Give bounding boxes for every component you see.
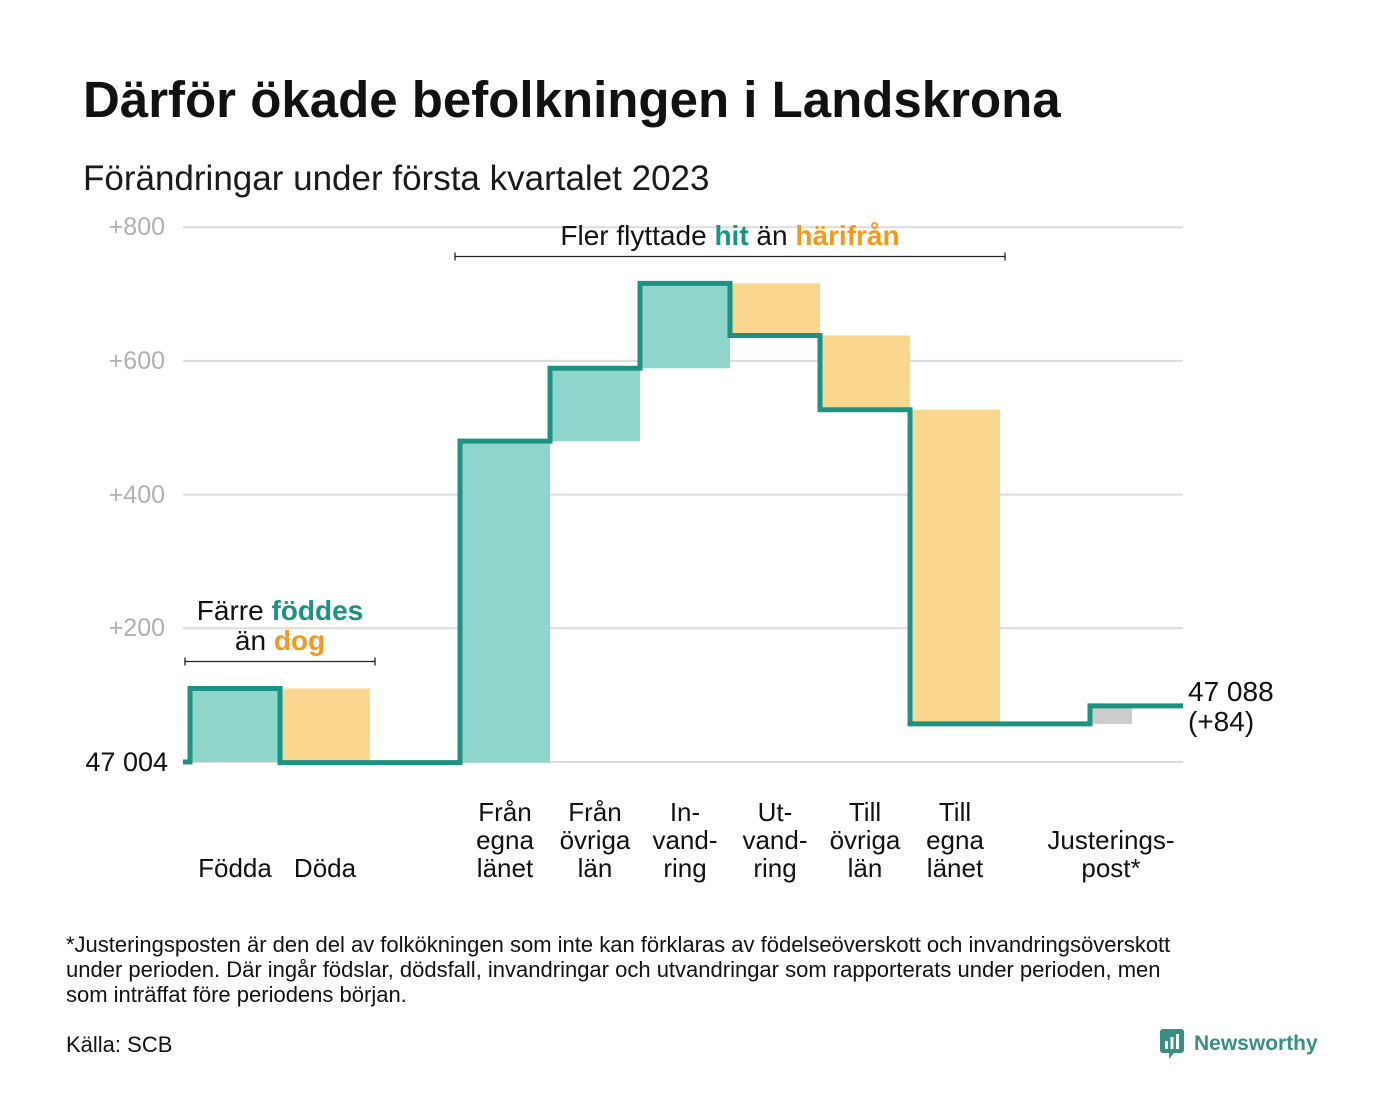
- chart-subtitle: Förändringar under första kvartalet 2023: [83, 159, 710, 198]
- waterfall-bar-1: [190, 688, 280, 762]
- annotation-text: Färre föddes än dog: [60, 594, 500, 656]
- x-category-label-line: Justerings-: [1047, 825, 1175, 855]
- x-category-label: Till övriga län: [785, 798, 945, 882]
- x-category-label-line: ring: [753, 853, 797, 883]
- annotation-highlight: hit: [714, 219, 749, 251]
- x-category-label: Ut-vand-ring: [695, 798, 855, 882]
- y-tick-label: +600: [108, 346, 165, 375]
- x-category-label-line: länet: [476, 853, 534, 883]
- newsworthy-logo-icon: [1160, 1029, 1184, 1059]
- x-category-label-line: övriga: [829, 825, 901, 855]
- x-category-label-line: Från: [568, 797, 622, 827]
- end-value-label: 47 088 (+84): [1188, 675, 1274, 737]
- x-category-label: Från övriga län: [515, 798, 675, 882]
- waterfall-bar-7: [820, 335, 910, 410]
- x-category-label-line: Från: [478, 797, 532, 827]
- x-category-label-line: övriga: [559, 825, 631, 855]
- x-category-label-line: In-: [669, 797, 701, 827]
- annotation-line: Färre föddes: [60, 594, 500, 626]
- y-tick-label: +800: [108, 213, 165, 242]
- x-category-label-line: län: [847, 853, 883, 883]
- x-category-label-line: vand-: [652, 825, 718, 855]
- x-category-label-line: Ut-: [757, 797, 793, 827]
- waterfall-bar-3: [460, 441, 550, 763]
- x-category-label-line: ring: [663, 853, 707, 883]
- x-category-label-line: vand-: [742, 825, 808, 855]
- cumulative-step-line: [183, 280, 1183, 766]
- waterfall-bar-8: [910, 409, 1000, 724]
- newsworthy-logo-text: Newsworthy: [1194, 1032, 1318, 1055]
- baseline-value-label: 47 004: [85, 747, 168, 777]
- footnote-line: under perioden. Där ingår födslar, dödsf…: [66, 957, 1161, 982]
- y-tick-label: +200: [108, 614, 165, 643]
- annotation-line: Fler flyttade hit än härifrån: [510, 219, 950, 251]
- x-category-label: Justerings-post*: [1031, 826, 1191, 882]
- annotation-line: än dog: [60, 624, 500, 656]
- annotation-bracket: [184, 657, 376, 666]
- footnote-line: *Justeringsposten är den del av folkökni…: [66, 932, 1171, 957]
- x-category-label: Döda: [245, 854, 405, 882]
- annotation-highlight: föddes: [271, 594, 364, 626]
- x-category-label-line: Döda: [293, 853, 357, 883]
- x-category-label: Från egna länet: [425, 798, 585, 882]
- annotation-segment: än: [748, 219, 796, 251]
- x-category-label-line: egna: [476, 825, 534, 855]
- x-category-label-line: Till: [848, 797, 882, 827]
- end-total-label: 47 088: [1188, 675, 1274, 707]
- waterfall-bar-5: [640, 283, 730, 369]
- x-category-label: Födda: [155, 854, 315, 882]
- newsworthy-logo: Newsworthy: [1160, 1028, 1318, 1060]
- annotation-highlight: dog: [273, 624, 326, 656]
- x-category-label-line: länet: [926, 853, 984, 883]
- footnote: *Justeringsposten är den del av folkökni…: [66, 932, 1170, 1007]
- annotation-segment: Färre: [196, 594, 272, 626]
- x-category-label-line: Till: [938, 797, 972, 827]
- waterfall-bar-9: [1090, 705, 1132, 724]
- end-change-label: (+84): [1188, 705, 1255, 737]
- footnote-line: som inträffat före periodens början.: [66, 982, 407, 1007]
- annotation-highlight: härifrån: [795, 219, 900, 251]
- chart-title: Därför ökade befolkningen i Landskrona: [83, 71, 1061, 128]
- annotation-segment: Fler flyttade: [560, 219, 715, 251]
- x-category-label-line: egna: [926, 825, 984, 855]
- annotation-text: Fler flyttade hit än härifrån: [510, 219, 950, 251]
- x-category-label-line: län: [577, 853, 613, 883]
- waterfall-bars: [190, 283, 1132, 763]
- x-category-label-line: Födda: [198, 853, 272, 883]
- waterfall-bar-2: [280, 688, 370, 763]
- y-tick-label: +400: [108, 480, 165, 509]
- annotation-segment: än: [234, 624, 274, 656]
- x-category-label-line: post*: [1081, 853, 1141, 883]
- annotation-bracket: [454, 252, 1006, 261]
- source-credit: Källa: SCB: [66, 1032, 173, 1057]
- x-category-label: In-vand-ring: [605, 798, 765, 882]
- waterfall-bar-4: [550, 368, 640, 442]
- x-category-label: Till egna länet: [875, 798, 1035, 882]
- waterfall-bar-6: [730, 283, 820, 336]
